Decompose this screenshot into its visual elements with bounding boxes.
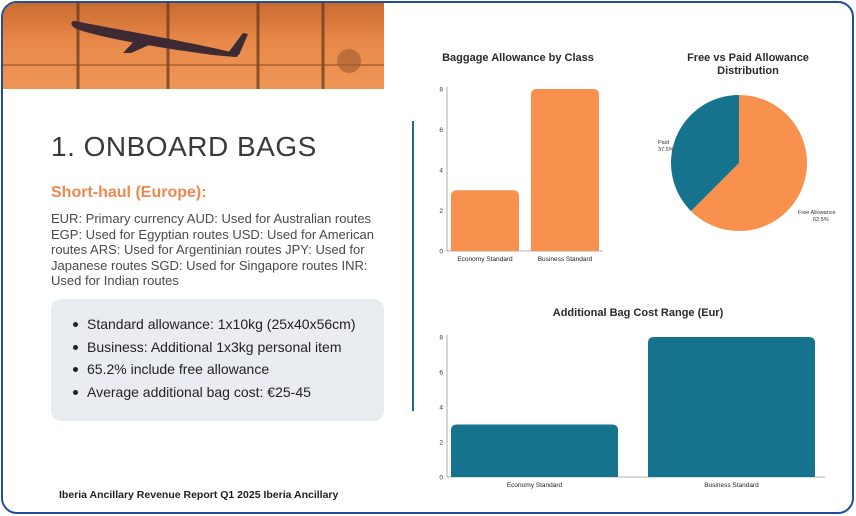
baggage-allowance-chart: 0 2 4 6 8 Economy Standard Business Standard (439, 87, 603, 263)
y-tick-label: 8 (439, 87, 443, 94)
bar (531, 89, 599, 251)
bar (451, 424, 618, 477)
x-tick-label: Business Standard (704, 482, 759, 489)
currency-note: EUR: Primary currency AUD: Used for Aust… (51, 211, 374, 288)
x-tick-label: Economy Standard (507, 482, 563, 489)
y-tick-label: 8 (439, 335, 443, 342)
list-item: Business: Additional 1x3kg personal item (73, 336, 384, 359)
section-subheading: Short-haul (Europe): (51, 184, 207, 201)
report-footer: Iberia Ancillary Revenue Report Q1 2025 … (59, 489, 339, 501)
pie-slice (690, 95, 807, 231)
y-tick-label: 6 (439, 127, 443, 134)
x-tick-label: Economy Standard (457, 256, 513, 263)
y-tick-label: 2 (439, 440, 443, 447)
y-tick-label: 6 (439, 370, 443, 377)
key-facts-list: Standard allowance: 1x10kg (25x40x56cm) … (73, 313, 384, 403)
y-tick-label: 4 (439, 168, 443, 175)
chart-title: Additional Bag Cost Range (Eur) (552, 307, 724, 319)
y-tick-label: 4 (439, 405, 443, 412)
hero-image (3, 3, 384, 89)
pie-slice (671, 95, 739, 212)
list-item: Average additional bag cost: €25-45 (73, 381, 384, 404)
list-item: Standard allowance: 1x10kg (25x40x56cm) (73, 313, 384, 336)
pie-label: Free Allowance (798, 210, 836, 216)
y-tick-label: 0 (439, 475, 443, 482)
y-tick-label: 0 (439, 249, 443, 256)
bar (451, 190, 519, 251)
pie-label: Paid (658, 140, 669, 146)
x-tick-label: Business Standard (538, 256, 593, 263)
pie-value-label: 62.5% (813, 217, 829, 223)
page-title: 1. ONBOARD BAGS (51, 131, 317, 162)
list-item: 65.2% include free allowance (73, 358, 384, 381)
chart-title: Free vs Paid Allowance Distribution (687, 52, 809, 77)
y-tick-label: 2 (439, 208, 443, 215)
airplane-icon (3, 3, 384, 89)
pie-value-label: 37.5% (658, 147, 674, 153)
chart-title: Baggage Allowance by Class (442, 52, 594, 64)
column-divider (412, 121, 414, 411)
key-facts-box: Standard allowance: 1x10kg (25x40x56cm) … (51, 299, 384, 421)
bar (648, 337, 815, 477)
bag-cost-chart: 0 2 4 6 8 Economy Standard Business Standard (439, 335, 825, 489)
